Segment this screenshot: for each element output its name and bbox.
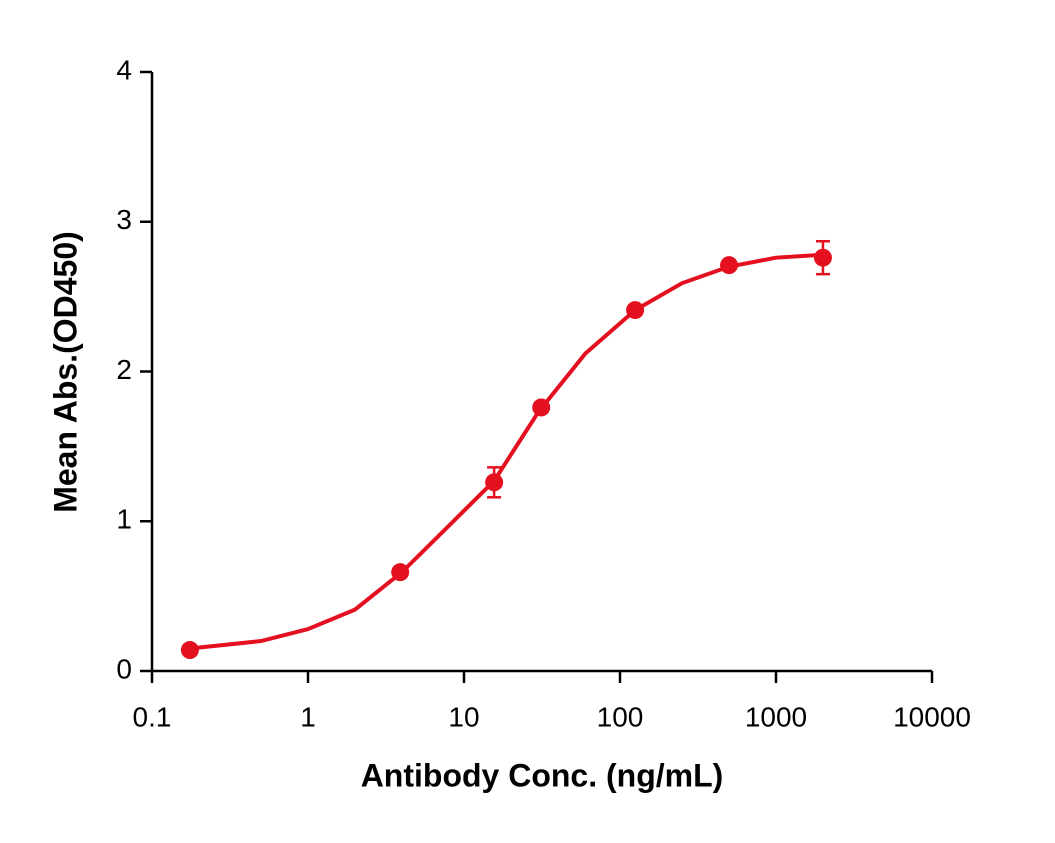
y-tick-label: 4 xyxy=(116,54,132,85)
x-tick-label: 100 xyxy=(597,701,644,732)
data-point xyxy=(180,641,199,660)
fit-curve xyxy=(189,252,824,651)
x-tick-label: 0.1 xyxy=(133,701,172,732)
x-tick-label: 10000 xyxy=(893,701,971,732)
y-tick-label: 2 xyxy=(116,354,132,385)
y-axis-title: Mean Abs.(OD450) xyxy=(47,231,83,513)
x-tick-label: 1 xyxy=(300,701,316,732)
x-tick-label: 1000 xyxy=(745,701,807,732)
x-tick-label: 10 xyxy=(448,701,479,732)
y-tick-label: 1 xyxy=(116,504,132,535)
x-axis-title: Antibody Conc. (ng/mL) xyxy=(361,757,724,793)
y-tick-label: 3 xyxy=(116,204,132,235)
data-point xyxy=(813,248,832,267)
y-tick-label: 0 xyxy=(116,653,132,684)
